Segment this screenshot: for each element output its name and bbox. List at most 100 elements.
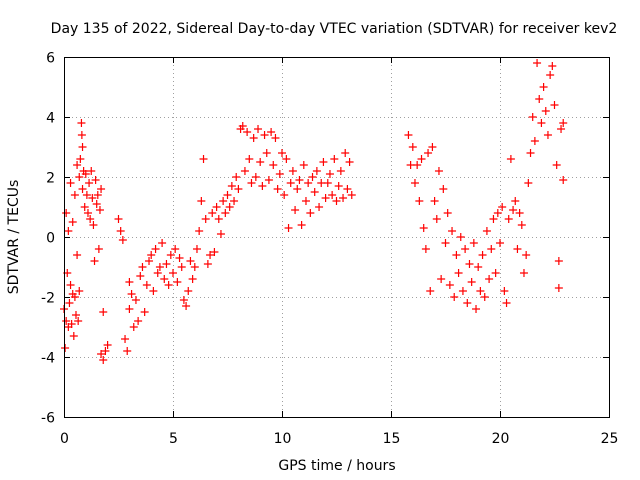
data-point [68,218,77,226]
data-point [498,203,507,211]
data-point [441,239,450,247]
data-point [343,185,352,193]
data-point [315,203,324,211]
data-point [548,62,557,70]
data-point [221,209,230,217]
data-point [559,119,568,127]
data-point [291,206,300,214]
data-point [258,182,267,190]
data-point [513,245,522,253]
data-point [140,308,149,316]
x-tick-label: 0 [60,431,69,447]
data-point [448,227,457,235]
y-tick-label: 2 [46,171,55,187]
data-point [123,347,132,355]
data-point [443,209,452,217]
data-point [114,215,123,223]
x-tick-label: 10 [274,431,292,447]
data-point [232,173,241,181]
data-point [99,356,108,364]
data-point [85,179,94,187]
data-point [297,221,306,229]
data-point [254,125,263,133]
data-point [134,317,143,325]
data-point [456,233,465,241]
data-point [186,257,195,265]
data-point [404,131,413,139]
data-point [171,245,180,253]
data-point [332,197,341,205]
data-point [164,281,173,289]
data-point [288,167,297,175]
data-point [474,263,483,271]
data-point [306,209,315,217]
data-point [240,167,249,175]
data-point [472,305,481,313]
data-point [522,251,531,259]
data-point [334,182,343,190]
data-point [216,230,225,238]
data-point [70,293,79,301]
data-point [243,128,252,136]
data-point [83,209,92,217]
data-point [153,269,162,277]
data-point [184,287,193,295]
data-point [413,161,422,169]
data-point [461,245,470,253]
y-tick-label: -4 [41,351,55,367]
data-point [295,176,304,184]
data-point [136,272,145,280]
data-point [94,245,103,253]
y-tick-label: -6 [41,411,55,427]
data-point [511,197,520,205]
data-point [264,176,273,184]
data-point [271,134,280,142]
data-point [225,203,234,211]
data-point [489,215,498,223]
data-point [275,170,284,178]
data-point [541,107,550,115]
data-point [454,269,463,277]
data-point [147,251,156,259]
data-point [469,239,478,247]
data-point [81,170,90,178]
data-point [502,299,511,307]
data-point [212,203,221,211]
data-point [262,149,271,157]
data-point [437,275,446,283]
data-point [546,71,555,79]
data-point [188,275,197,283]
data-point [138,263,147,271]
data-point [552,161,561,169]
x-tick-label: 20 [492,431,510,447]
data-point [234,185,243,193]
data-point [554,257,563,265]
data-point [230,197,239,205]
data-point [103,341,112,349]
data-point [524,179,533,187]
data-point [526,149,535,157]
data-point [78,143,87,151]
data-point [127,290,136,298]
data-point [533,59,542,67]
x-tick-label: 5 [169,431,178,447]
data-point [190,263,199,271]
data-point [267,128,276,136]
data-point [445,281,454,289]
data-point [515,209,524,217]
data-point [101,347,110,355]
data-point [95,206,104,214]
data-point [206,251,215,259]
y-tick-label: -2 [41,291,55,307]
data-point [66,179,75,187]
data-point [467,278,476,286]
data-point [496,239,504,247]
data-point [321,194,330,202]
data-point [557,125,566,133]
data-point [97,185,106,193]
data-point [74,317,83,325]
data-point [93,191,102,199]
data-point [70,191,79,199]
data-point [345,158,354,166]
data-point [97,350,106,358]
